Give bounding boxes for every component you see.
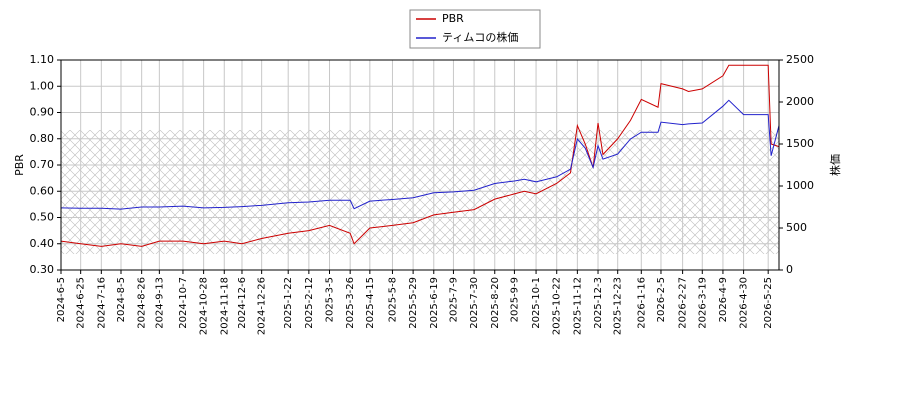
y-tick-label: 0.90: [30, 106, 55, 119]
y-tick-label: 1.10: [30, 53, 55, 66]
y-tick-label: 0.30: [30, 263, 55, 276]
x-tick-label: 2025-4-15: [365, 277, 376, 329]
y-tick-label: 0.60: [30, 184, 55, 197]
legend: [409, 9, 541, 49]
x-tick-label: 2025-10-1: [531, 277, 542, 329]
y-tick-label: 0.70: [30, 158, 55, 171]
x-tick-label: 2025-1-22: [283, 277, 294, 329]
x-tick-label: 2024-8-5: [116, 277, 127, 322]
x-tick-label: 2025-3-26: [345, 277, 356, 329]
x-tick-label: 2026-3-19: [697, 277, 708, 329]
x-tick-label: 2024-6-25: [76, 277, 87, 329]
x-tick-label: 2024-7-16: [96, 277, 107, 329]
y-tick-label: 0.50: [30, 211, 55, 224]
x-tick-label: 2025-11-12: [572, 277, 583, 335]
x-tick-label: 2025-9-9: [509, 277, 520, 322]
x-tick-label: 2025-3-5: [325, 277, 336, 322]
x-tick-label: 2024-11-18: [219, 277, 230, 335]
x-tick-label: 2026-2-27: [678, 277, 689, 329]
y2-tick-label: 1000: [786, 179, 814, 192]
y2-tick-label: 2000: [786, 95, 814, 108]
x-tick-label: 2024-12-6: [237, 277, 248, 329]
y-tick-label: 1.00: [30, 79, 55, 92]
y2-tick-label: 0: [786, 263, 793, 276]
x-tick-label: 2026-4-30: [739, 277, 750, 329]
x-tick-label: 2024-9-13: [154, 277, 165, 329]
hatch-band: [61, 130, 779, 254]
x-tick-label: 2025-12-3: [593, 277, 604, 329]
x-tick-label: 2026-4-9: [718, 277, 729, 322]
series-line: [60, 64, 780, 247]
x-tick-label: 2025-10-22: [552, 277, 563, 335]
x-tick-label: 2025-5-8: [387, 277, 398, 322]
x-tick-label: 2026-1-16: [636, 277, 647, 329]
legend-label: ティムコの株価: [442, 30, 518, 44]
x-tick-label: 2025-7-30: [469, 277, 480, 329]
x-tick-label: 2024-8-26: [137, 277, 148, 329]
y2-tick-label: 1500: [786, 137, 814, 150]
x-tick-label: 2025-5-29: [408, 277, 419, 329]
y-tick-label: 0.40: [30, 237, 55, 250]
x-tick-label: 2026-5-25: [763, 277, 774, 329]
y2-tick-label: 2500: [786, 53, 814, 66]
x-tick-label: 2025-7-9: [448, 277, 459, 322]
y-tick-label: 0.80: [30, 132, 55, 145]
legend-label: PBR: [442, 12, 464, 25]
x-tick-label: 2025-8-20: [490, 277, 501, 329]
series-line: [60, 99, 780, 210]
x-tick-label: 2024-10-7: [178, 277, 189, 329]
y-axis-label: PBR: [13, 154, 26, 176]
x-tick-label: 2025-2-12: [304, 277, 315, 329]
x-tick-label: 2025-12-23: [613, 277, 624, 335]
x-tick-label: 2026-2-5: [656, 277, 667, 322]
x-tick-label: 2025-6-19: [429, 277, 440, 329]
x-tick-label: 2024-12-26: [257, 277, 268, 335]
x-tick-label: 2024-10-28: [199, 277, 210, 335]
lines: [60, 64, 780, 247]
y2-axis-label: 株価: [828, 154, 842, 176]
y2-tick-label: 500: [786, 221, 807, 234]
x-tick-label: 2024-6-5: [56, 277, 67, 322]
